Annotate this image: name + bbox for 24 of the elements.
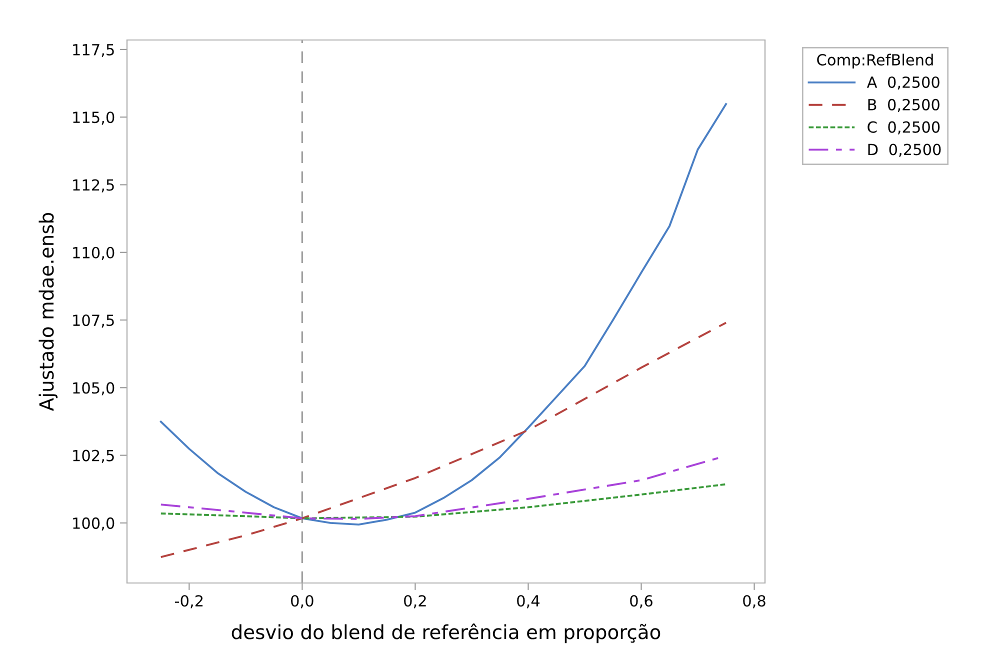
legend-label: B 0,2500	[868, 98, 940, 112]
y-tick-label: 107,5	[73, 314, 114, 328]
line-series	[160, 322, 727, 558]
y-tick-label: 112,5	[73, 179, 114, 192]
x-tick-label: 0,2	[404, 595, 426, 608]
legend-label: A 0,2500	[866, 76, 940, 90]
x-tick-label: 0,0	[291, 595, 314, 608]
line-series	[160, 483, 727, 520]
y-tick-label: 110,0	[73, 246, 114, 260]
legend-label: C 0,2500	[868, 121, 940, 134]
line-series	[160, 103, 727, 526]
x-tick-label: 0,6	[630, 595, 652, 608]
legend-label: D 0,2500	[868, 144, 941, 157]
x-tick-label: 0,4	[517, 595, 540, 608]
y-tick-label: 115,0	[73, 112, 114, 125]
y-tick-label: 100,0	[73, 517, 114, 531]
x-tick-label: -0,2	[175, 595, 203, 608]
legend-title: Comp:RefBlend	[817, 54, 933, 69]
y-tick-label: 117,5	[73, 44, 114, 58]
x-tick-label: 0,8	[743, 595, 766, 608]
x-axis-title: desvio do blend de referência em proporção	[232, 623, 660, 644]
y-tick-label: 102,5	[73, 450, 114, 463]
y-tick-label: 105,0	[73, 382, 114, 396]
y-axis-title: Ajustado mdae.ensb	[38, 212, 58, 411]
